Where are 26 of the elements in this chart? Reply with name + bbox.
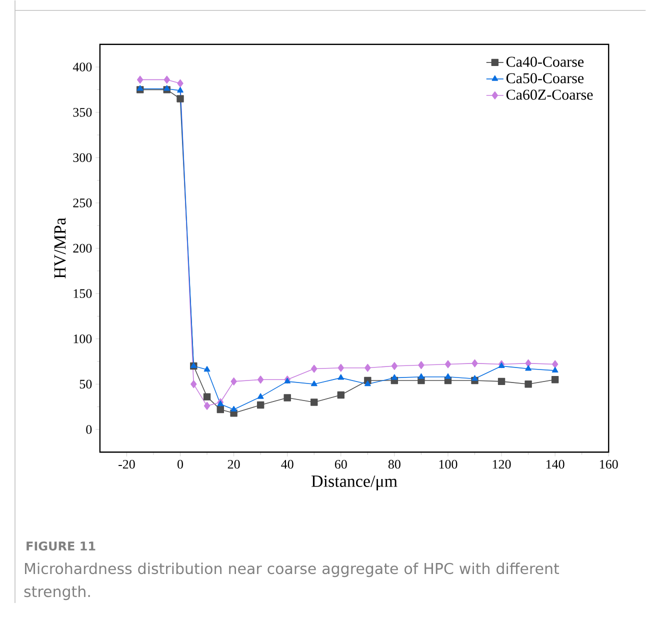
x-axis-title: Distance/μm [312, 476, 398, 490]
y-tick-label: 250 [73, 198, 92, 208]
x-tick-label: 0 [178, 460, 184, 469]
x-tick-label: 120 [492, 460, 511, 469]
y-tick-label: 200 [73, 244, 92, 253]
y-tick-label: 100 [74, 334, 92, 344]
x-tick-label: -20 [118, 460, 135, 469]
y-tick-label: 300 [73, 153, 92, 162]
x-tick-label: 80 [388, 460, 400, 469]
x-tick-label: 140 [546, 460, 564, 469]
x-tick-label: 40 [281, 460, 294, 469]
y-tick-label: 150 [74, 289, 92, 298]
y-axis-title: HV/MPa [54, 218, 66, 278]
legend-label: Ca50-Coarse [506, 73, 584, 84]
y-tick-label: 50 [80, 380, 92, 389]
y-tick-label: 0 [86, 425, 92, 434]
x-tick-label: 160 [600, 460, 618, 469]
caption: FIGURE 11 [26, 542, 96, 551]
legend-label: Ca60Z-Coarse [506, 90, 593, 100]
x-tick-label: 60 [334, 460, 347, 469]
x-tick-label: 100 [439, 460, 458, 469]
legend-label: Ca40-Coarse [506, 56, 584, 67]
y-tick-label: 400 [72, 62, 92, 72]
text: Microhardness distribution near coarse aggregate of HPC with different strength. [24, 562, 560, 600]
x-tick-label: 20 [228, 460, 240, 469]
y-tick-label: 350 [73, 108, 92, 117]
